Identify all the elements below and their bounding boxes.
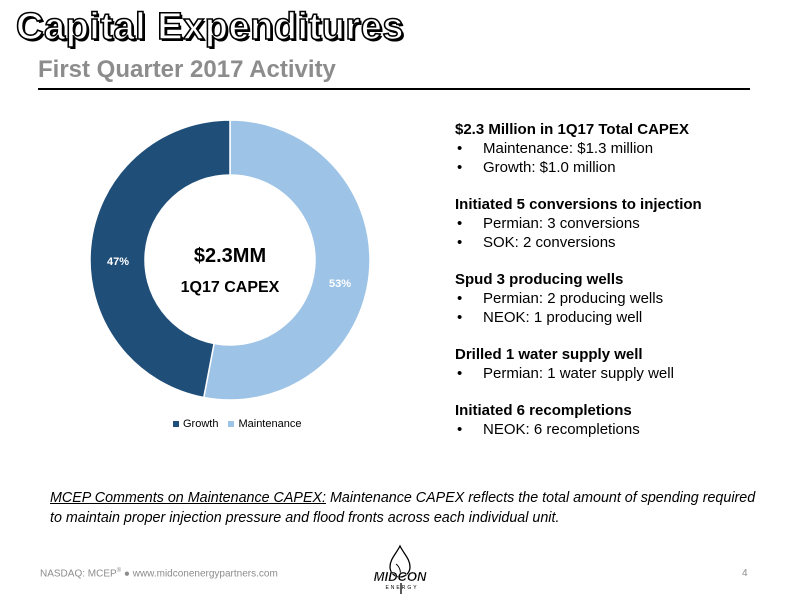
legend-item-maintenance: Maintenance <box>228 418 301 430</box>
bullet-dot: • <box>457 309 463 326</box>
page-title: Capital Expenditures <box>15 5 404 49</box>
bullet-dot: • <box>457 421 463 438</box>
bullet-text: NEOK: 1 producing well <box>483 309 643 326</box>
highlight-bullet: • Permian: 2 producing wells <box>455 289 775 308</box>
bullet-text: SOK: 2 conversions <box>483 234 616 251</box>
highlight-bullet: • Permian: 3 conversions <box>455 214 775 233</box>
bullet-text: Permian: 2 producing wells <box>483 290 664 307</box>
legend-label: Growth <box>183 418 219 430</box>
bullet-dot: • <box>457 159 463 176</box>
bullet-text: NEOK: 6 recompletions <box>483 421 640 438</box>
highlight-bullet: • NEOK: 6 recompletions <box>455 420 775 439</box>
footer-website-link[interactable]: www.midconenergypartners.com <box>132 568 278 580</box>
legend-label: Maintenance <box>238 418 302 430</box>
bullet-text: Maintenance: $1.3 million <box>483 140 654 157</box>
legend-item-growth: Growth <box>173 418 218 430</box>
legend-swatch <box>173 421 179 427</box>
highlight-bullet: • Maintenance: $1.3 million <box>455 139 775 158</box>
highlight-heading: Initiated 6 recompletions <box>455 402 632 419</box>
legend-swatch <box>228 421 235 427</box>
comments-label: MCEP Comments on Maintenance CAPEX: <box>50 490 326 506</box>
footer-separator: ● <box>123 568 130 580</box>
bullet-dot: • <box>457 365 463 382</box>
title-divider <box>38 88 750 90</box>
footer-info: NASDAQ: MCEP® ● www.midconenergypartners… <box>40 568 278 579</box>
capex-donut-chart: 53% 47% $2.3MM 1Q17 CAPEX <box>89 119 371 401</box>
bullet-dot: • <box>457 290 463 307</box>
highlight-heading: Drilled 1 water supply well <box>455 346 643 363</box>
slice-label-growth: 47% <box>107 256 129 268</box>
slice-maintenance <box>202 119 371 401</box>
highlight-bullet: • Growth: $1.0 million <box>455 158 775 177</box>
highlight-heading: $2.3 Million in 1Q17 Total CAPEX <box>455 121 689 138</box>
highlight-bullet: • NEOK: 1 producing well <box>455 308 775 327</box>
highlight-bullet: • Permian: 1 water supply well <box>455 364 775 383</box>
footer-ticker: NASDAQ: MCEP <box>40 568 117 580</box>
logo-subtext: ENERGY <box>385 585 418 591</box>
highlight-section: Spud 3 producing wells • Permian: 2 produc… <box>455 270 775 327</box>
slice-growth <box>89 119 231 399</box>
highlight-bullet: • SOK: 2 conversions <box>455 233 775 252</box>
highlight-section: Drilled 1 water supply well • Permian: 1 w… <box>455 345 775 383</box>
bullet-text: Growth: $1.0 million <box>483 159 616 176</box>
logo-wordmark: MIDCON <box>374 569 427 584</box>
comments-text: Maintenance CAPEX reflects the total amo… <box>50 490 756 526</box>
midcon-energy-logo: MIDCON ENERGY <box>373 544 427 594</box>
donut-center-value: $2.3MM <box>194 245 266 267</box>
highlight-section: $2.3 Million in 1Q17 Total CAPEX • Mainten… <box>455 120 775 177</box>
highlight-heading: Spud 3 producing wells <box>455 271 624 288</box>
page-subtitle: First Quarter 2017 Activity <box>38 56 336 83</box>
bullet-dot: • <box>457 140 463 157</box>
highlight-section: Initiated 6 recompletions • NEOK: 6 recomp… <box>455 401 775 439</box>
bullet-dot: • <box>457 234 463 251</box>
bullet-text: Permian: 1 water supply well <box>483 365 674 382</box>
donut-center-label: 1Q17 CAPEX <box>181 279 280 296</box>
capex-comments: MCEP Comments on Maintenance CAPEX: Main… <box>50 488 770 528</box>
highlight-heading: Initiated 5 conversions to injection <box>455 196 702 213</box>
capex-highlights: $2.3 Million in 1Q17 Total CAPEX • Mainten… <box>455 120 775 457</box>
chart-legend: Growth Maintenance <box>173 418 301 430</box>
footer-ticker-mark: ® <box>116 568 122 574</box>
bullet-text: Permian: 3 conversions <box>483 215 640 232</box>
page-number: 4 <box>742 568 748 579</box>
highlight-section: Initiated 5 conversions to injection • Per… <box>455 195 775 252</box>
bullet-dot: • <box>457 215 463 232</box>
slice-label-maintenance: 53% <box>329 278 351 290</box>
